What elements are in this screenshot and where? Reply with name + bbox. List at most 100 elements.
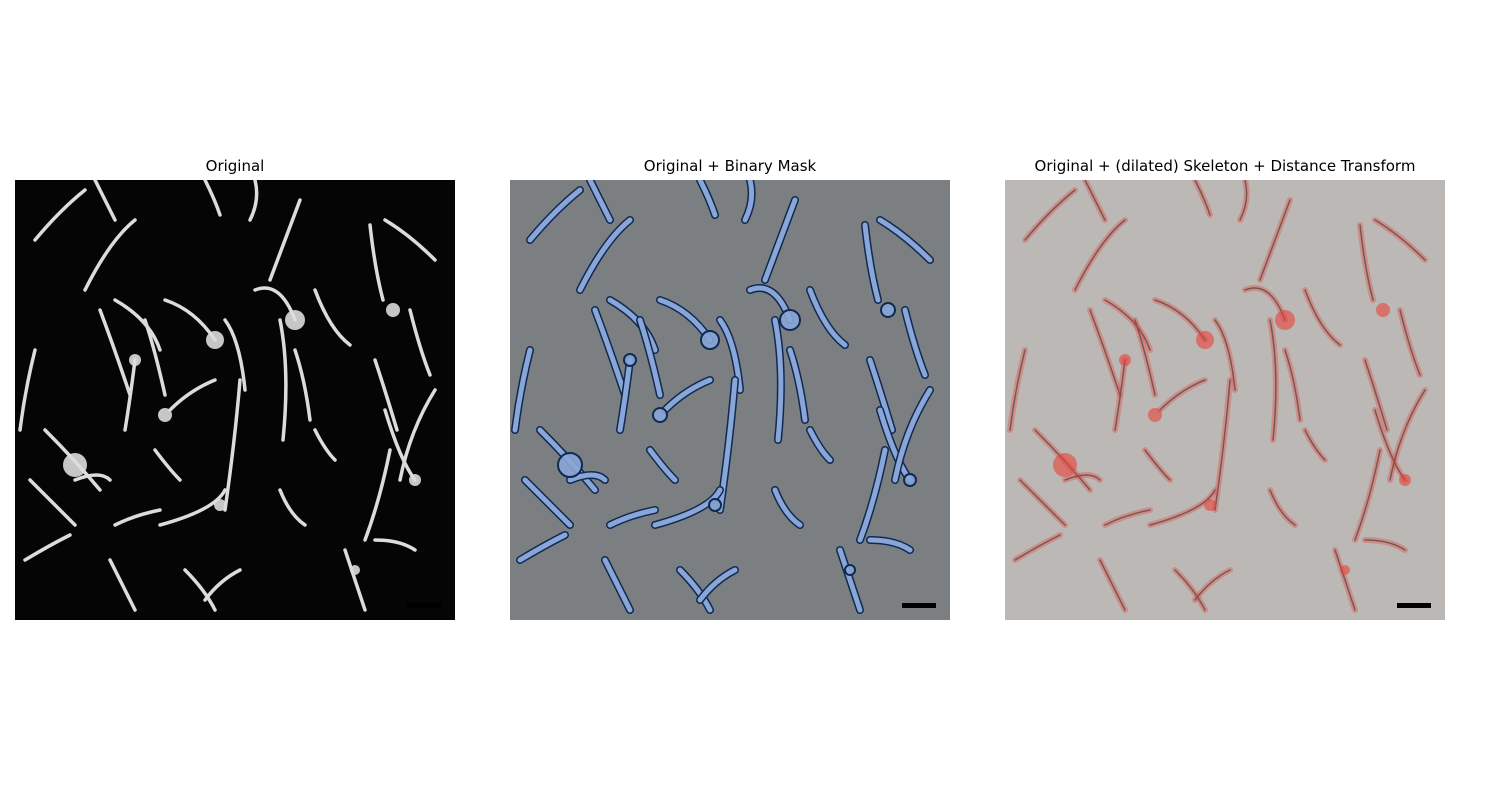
filament bbox=[617, 357, 633, 433]
skeleton-line bbox=[1364, 359, 1388, 431]
skeleton-line bbox=[1019, 479, 1066, 526]
filament bbox=[662, 377, 713, 413]
filament bbox=[517, 532, 568, 563]
filament bbox=[697, 567, 738, 603]
skeleton-line bbox=[1399, 309, 1421, 376]
filament bbox=[28, 478, 77, 527]
cell-body bbox=[1119, 354, 1131, 366]
panel-title: Original + Binary Mask bbox=[643, 157, 817, 175]
skeleton-line bbox=[1149, 489, 1216, 526]
microscopy-image-skeleton bbox=[1005, 180, 1445, 620]
cell-body bbox=[285, 310, 305, 330]
filament bbox=[602, 557, 633, 613]
filament bbox=[717, 377, 738, 513]
filament bbox=[33, 188, 87, 242]
skeleton-line bbox=[1269, 489, 1296, 526]
filament bbox=[637, 317, 663, 398]
skeleton-line bbox=[1269, 319, 1277, 441]
filament bbox=[567, 472, 608, 483]
panel-skeleton-distance: Original + (dilated) Skeleton + Distance… bbox=[1005, 155, 1445, 620]
skeleton-line bbox=[1014, 534, 1061, 561]
filament bbox=[892, 387, 933, 483]
scale-bar bbox=[1397, 603, 1431, 608]
filament bbox=[527, 187, 583, 243]
filament bbox=[512, 347, 533, 433]
cell-body bbox=[409, 474, 421, 486]
skeleton-line bbox=[1364, 539, 1406, 551]
skeleton-line bbox=[1024, 189, 1076, 241]
filament bbox=[383, 218, 437, 262]
skeleton-line bbox=[1389, 389, 1426, 481]
cell-body bbox=[386, 303, 400, 317]
filament bbox=[607, 507, 658, 528]
cell-body bbox=[652, 407, 668, 423]
filament bbox=[18, 348, 37, 432]
filament bbox=[123, 358, 137, 432]
filament bbox=[592, 307, 628, 398]
cell-body bbox=[1376, 303, 1390, 317]
filament bbox=[677, 567, 713, 613]
cell-body bbox=[623, 353, 637, 367]
cell-body bbox=[1204, 499, 1216, 511]
filament bbox=[203, 180, 222, 217]
cell-body bbox=[1340, 565, 1350, 575]
skeleton-line bbox=[1304, 429, 1326, 461]
skeleton-line bbox=[1104, 509, 1151, 526]
filament bbox=[807, 427, 833, 463]
panel-title: Original + (dilated) Skeleton + Distance… bbox=[1034, 157, 1416, 175]
filament bbox=[862, 222, 881, 303]
skeleton-line bbox=[1194, 180, 1211, 216]
cell-body bbox=[557, 452, 583, 478]
filament bbox=[787, 347, 808, 423]
filament bbox=[772, 487, 803, 528]
filament bbox=[398, 388, 437, 482]
panel-binary-mask: Original + Binary Mask bbox=[510, 155, 950, 620]
filament bbox=[807, 287, 848, 348]
filament bbox=[223, 378, 242, 512]
filament bbox=[278, 488, 307, 527]
cell-body bbox=[350, 565, 360, 575]
panel-original: Original bbox=[15, 155, 455, 620]
panel-title: Original bbox=[205, 157, 265, 175]
skeleton-line bbox=[1074, 219, 1126, 291]
filament bbox=[248, 180, 259, 222]
filament bbox=[268, 198, 302, 282]
filament bbox=[772, 317, 784, 443]
skeleton-line bbox=[1009, 349, 1026, 431]
skeleton-line bbox=[1304, 289, 1341, 346]
filament bbox=[183, 568, 217, 612]
filament bbox=[408, 308, 432, 377]
filament bbox=[313, 288, 352, 347]
filament bbox=[98, 308, 132, 397]
filament bbox=[223, 318, 247, 392]
filament bbox=[373, 538, 417, 552]
cell-body bbox=[1275, 310, 1295, 330]
skeleton-line bbox=[1374, 219, 1426, 261]
filament bbox=[113, 298, 162, 352]
skeleton-line bbox=[1214, 379, 1231, 511]
cell-body bbox=[844, 564, 856, 576]
filament bbox=[587, 180, 613, 223]
cell-body bbox=[206, 331, 224, 349]
filament bbox=[293, 348, 312, 422]
microscopy-image-mask bbox=[510, 180, 950, 620]
cell-body bbox=[779, 309, 801, 331]
cell-body bbox=[1399, 474, 1411, 486]
skeleton-line bbox=[1334, 549, 1356, 611]
cell-body bbox=[1148, 408, 1162, 422]
cell-body bbox=[158, 408, 172, 422]
filament bbox=[902, 307, 928, 378]
skeleton-line bbox=[1239, 180, 1248, 221]
filament bbox=[278, 318, 288, 442]
filament bbox=[23, 533, 72, 562]
filament bbox=[522, 477, 573, 528]
filament bbox=[647, 447, 678, 483]
cell-body bbox=[1196, 331, 1214, 349]
skeleton-line bbox=[1159, 379, 1206, 411]
skeleton-line bbox=[1259, 199, 1291, 281]
skeleton-line bbox=[1134, 319, 1156, 396]
scale-bar bbox=[902, 603, 936, 608]
cell-body bbox=[129, 354, 141, 366]
microscopy-image-original bbox=[15, 180, 455, 620]
skeleton-line bbox=[1174, 569, 1206, 611]
